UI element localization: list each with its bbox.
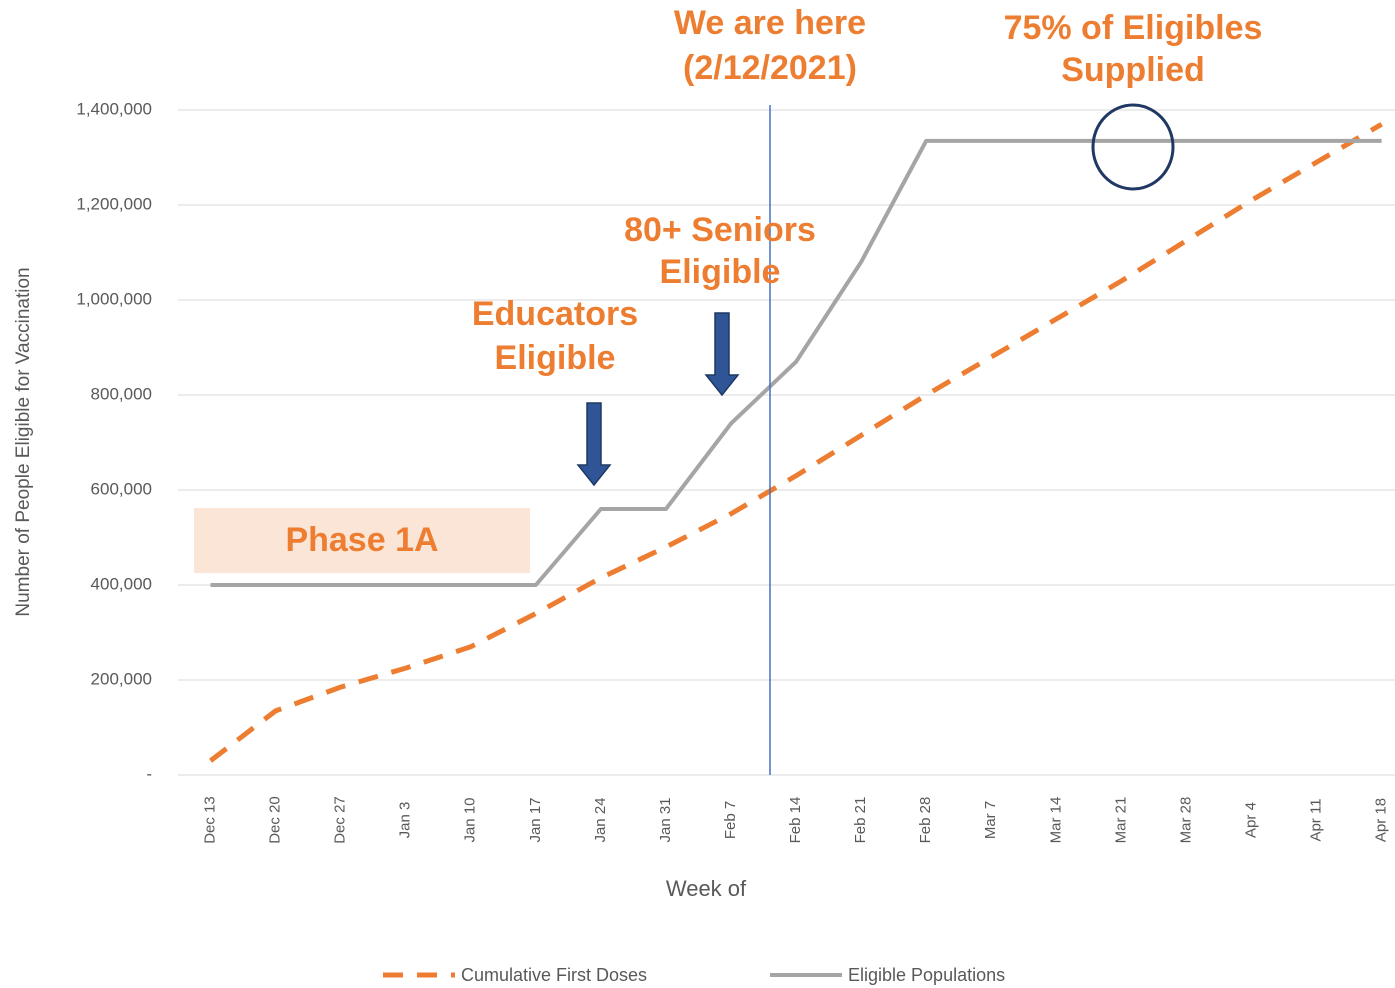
x-tick-label: Jan 3 [397, 802, 414, 839]
y-tick-label: 1,000,000 [76, 289, 152, 308]
x-tick-label: Mar 21 [1112, 797, 1129, 844]
y-tick-label: 400,000 [91, 574, 152, 593]
annotation: Phase 1A [285, 521, 438, 559]
annotation: 75% of Eligibles [1004, 9, 1263, 47]
x-tick-label: Apr 11 [1308, 798, 1325, 841]
x-tick-label: Jan 10 [462, 797, 479, 842]
arrows [576, 312, 740, 487]
y-tick-label: 1,200,000 [76, 194, 152, 213]
x-tick-label: Feb 14 [787, 797, 804, 844]
annotation: Eligible [495, 339, 616, 377]
y-tick-label: 1,400,000 [76, 99, 152, 118]
x-tick-label: Feb 7 [722, 801, 739, 839]
circle-marker [1091, 103, 1175, 191]
x-axis-label: Week of [666, 876, 747, 901]
phase-box [194, 508, 530, 573]
series-line [209, 122, 1383, 763]
annotation: Educators [472, 295, 638, 333]
legend-label: Cumulative First Doses [461, 965, 647, 985]
arrow [704, 312, 740, 397]
y-tick-label: 200,000 [91, 669, 152, 688]
arrow [576, 402, 612, 487]
x-tick-label: Dec 13 [201, 796, 218, 844]
x-tick-label: Dec 20 [267, 796, 284, 844]
x-tick-label: Jan 24 [592, 797, 609, 842]
x-tick-label: Jan 17 [527, 797, 544, 842]
x-tick-label: Apr 18 [1373, 798, 1390, 842]
y-tick-label: 600,000 [91, 479, 152, 498]
series-line [210, 138, 1382, 587]
annotation: Supplied [1061, 51, 1205, 89]
grid [178, 109, 1395, 776]
x-tick-label: Dec 27 [332, 796, 349, 844]
lines [209, 122, 1383, 763]
y-tick-label: 800,000 [91, 384, 152, 403]
x-tick-label: Mar 7 [982, 801, 999, 839]
x-tick-label: Mar 28 [1177, 797, 1194, 844]
x-tick-label: Jan 31 [657, 797, 674, 842]
annotation: We are here [674, 4, 866, 42]
x-tick-label: Apr 4 [1242, 802, 1259, 838]
legend-label: Eligible Populations [848, 965, 1005, 985]
annotation: 80+ Seniors [624, 211, 816, 249]
x-tick-label: Feb 21 [852, 797, 869, 844]
x-tick-label: Feb 28 [917, 797, 934, 844]
x-tick-label: Mar 14 [1047, 797, 1064, 844]
annotation: (2/12/2021) [683, 49, 857, 87]
annotation: Eligible [660, 253, 781, 291]
y-tick-label: - [146, 764, 152, 783]
y-axis-label: Number of People Eligible for Vaccinatio… [13, 267, 34, 616]
